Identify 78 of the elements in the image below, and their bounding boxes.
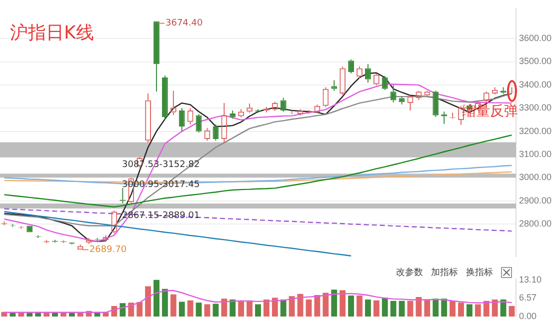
bar (128, 302, 134, 317)
y-tick-label: 6.57 (519, 292, 537, 303)
bar (306, 299, 312, 317)
candlestick (398, 96, 405, 105)
bar (255, 304, 261, 317)
bar (246, 300, 252, 317)
bar (120, 303, 126, 317)
bar (178, 302, 185, 317)
candlestick (390, 84, 396, 103)
bar (204, 304, 210, 317)
candlestick (162, 75, 168, 120)
candlestick (382, 76, 388, 91)
line-series (4, 208, 512, 232)
bar (432, 298, 439, 317)
bar (474, 304, 481, 317)
y-tick-label: 3100.00 (519, 149, 552, 160)
bar (390, 300, 396, 317)
bar (264, 299, 270, 317)
y-tick-label: 3500.00 (519, 56, 552, 66)
bar (238, 300, 244, 317)
bar (382, 298, 388, 317)
candlestick (212, 124, 219, 142)
text: 加指标 (431, 266, 458, 279)
bar (407, 300, 414, 317)
bar (145, 286, 151, 317)
bar (424, 299, 430, 317)
bar (450, 300, 456, 317)
bar (297, 294, 304, 317)
annotation: 2689.70 (89, 245, 127, 256)
bar (288, 296, 295, 317)
candlestick (348, 58, 354, 74)
annotation: 3674.40 (165, 18, 203, 29)
y-tick-label: 3400.00 (519, 79, 552, 90)
bar (500, 299, 506, 317)
bar (441, 298, 448, 317)
y-tick-label: 13.10 (519, 274, 542, 284)
bar (322, 292, 329, 317)
bar (221, 298, 228, 317)
bar (77, 312, 84, 317)
candlestick (280, 97, 286, 112)
bar (331, 290, 338, 317)
bar (365, 299, 371, 317)
bar (340, 290, 346, 317)
bar (348, 296, 354, 317)
bar (458, 302, 464, 317)
bar (398, 300, 405, 317)
y-tick-label: 3300.00 (519, 102, 552, 113)
bar (280, 299, 286, 317)
bar (162, 288, 168, 317)
text: 沪指日K线 (10, 22, 94, 44)
candlestick (331, 80, 338, 92)
y-tick-label: 3600.00 (519, 33, 552, 44)
bar (466, 304, 472, 317)
y-tick-label: 2800.00 (519, 218, 552, 229)
y-tick-label: 3000.00 (519, 172, 552, 182)
candlestick (154, 21, 160, 92)
candlestick (178, 108, 185, 132)
y-tick-label: 3200.00 (519, 126, 552, 136)
bar (187, 300, 194, 317)
bar (483, 300, 490, 317)
bar (508, 306, 515, 317)
bar (154, 280, 160, 317)
text: 改参数 (396, 266, 423, 279)
bar (373, 300, 380, 317)
bar (196, 302, 202, 317)
bar (170, 294, 176, 317)
bar (18, 312, 24, 317)
bar (230, 299, 236, 317)
candlestick (365, 64, 371, 84)
bar (356, 296, 362, 317)
bar (212, 304, 219, 317)
bar (272, 298, 278, 317)
bar (492, 299, 498, 317)
text: 换指标 (466, 266, 493, 279)
candlestick (432, 90, 439, 118)
y-tick-label: 2900.00 (519, 195, 552, 206)
bar (136, 302, 143, 317)
y-tick-label: 0.00 (519, 311, 537, 322)
